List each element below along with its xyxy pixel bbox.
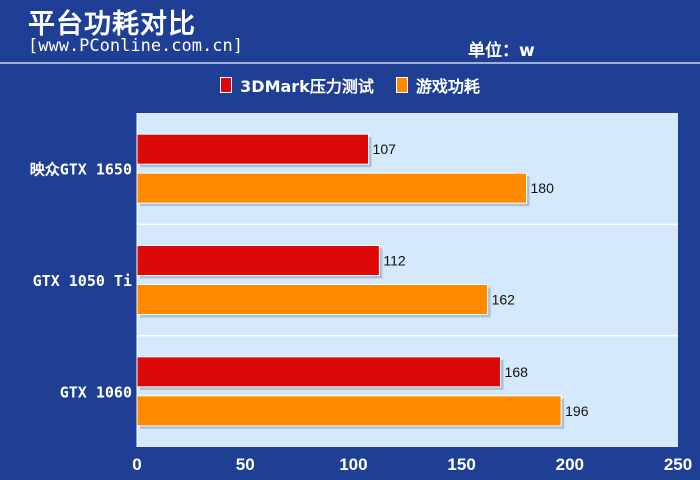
data-label: 180 <box>531 180 555 196</box>
x-tick-label: 200 <box>556 455 584 474</box>
legend-swatch-game <box>395 77 408 93</box>
legend-item-3dmark: 3DMark压力测试 <box>220 73 374 97</box>
bar <box>136 133 370 165</box>
legend: 3DMark压力测试 游戏功耗 <box>0 72 700 98</box>
category-label: 映众GTX 1650 <box>30 161 132 179</box>
x-tick-label: 50 <box>236 455 255 474</box>
unit-label: 单位：w <box>468 41 535 61</box>
chart-title: 平台功耗对比 <box>28 9 196 40</box>
bar <box>136 245 380 276</box>
x-tick-label: 0 <box>132 455 141 474</box>
x-tick-label: 100 <box>339 455 367 474</box>
x-tick-label: 250 <box>664 455 692 474</box>
legend-label-game: 游戏功耗 <box>415 77 480 96</box>
data-label: 162 <box>492 292 516 308</box>
x-tick-label: 150 <box>447 455 475 474</box>
header-divider <box>0 62 700 64</box>
bar <box>136 356 502 388</box>
data-label: 168 <box>505 364 529 380</box>
category-label: GTX 1060 <box>60 383 132 401</box>
bar <box>136 284 489 315</box>
data-label: 196 <box>565 403 589 419</box>
bar <box>136 172 528 204</box>
category-label: GTX 1050 Ti <box>33 272 132 290</box>
legend-item-game: 游戏功耗 <box>395 73 480 97</box>
legend-swatch-3dmark <box>220 77 233 93</box>
source-label: [www.PConline.com.cn] <box>28 36 243 56</box>
plot-area <box>137 113 678 447</box>
bar <box>136 395 562 427</box>
data-label: 107 <box>373 141 397 157</box>
legend-label-3dmark: 3DMark压力测试 <box>240 77 374 96</box>
data-label: 112 <box>383 253 406 269</box>
